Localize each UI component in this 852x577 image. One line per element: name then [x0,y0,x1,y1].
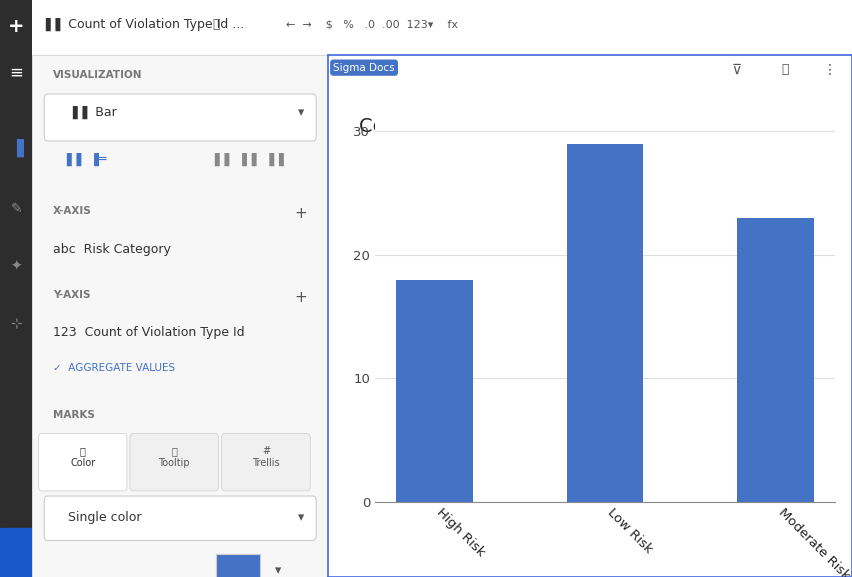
Text: ▐▐  ▐▐  ▐▐: ▐▐ ▐▐ ▐▐ [210,153,284,166]
FancyBboxPatch shape [130,433,219,491]
FancyBboxPatch shape [44,94,316,141]
Text: ✦: ✦ [10,260,22,273]
Text: ▾: ▾ [298,511,304,524]
Text: 123  Count of Violation Type Id: 123 Count of Violation Type Id [53,327,245,339]
Text: ▾: ▾ [298,106,304,119]
Bar [567,144,643,502]
Text: 🎨
Color: 🎨 Color [70,446,95,468]
Bar [216,553,260,577]
Text: +: + [295,206,308,221]
Bar [737,218,814,502]
Text: Sigma Docs: Sigma Docs [333,63,394,73]
Text: ▾: ▾ [275,564,281,577]
Text: MARKS: MARKS [53,410,95,420]
Text: Count of Violation Type Id by Risk Category: Count of Violation Type Id by Risk Categ… [360,118,781,137]
Bar [396,280,473,502]
Text: 💬
Tooltip: 💬 Tooltip [158,446,190,468]
Text: +: + [295,290,308,305]
Text: ⤢: ⤢ [781,63,789,76]
Text: ⊹: ⊹ [10,317,22,331]
FancyBboxPatch shape [222,433,310,491]
Text: ✓  AGGREGATE VALUES: ✓ AGGREGATE VALUES [53,363,176,373]
Text: ▐▐  ▐═: ▐▐ ▐═ [62,153,114,166]
Text: Single color: Single color [68,511,141,524]
Text: ▐: ▐ [9,138,23,157]
FancyBboxPatch shape [44,496,316,541]
Text: ≡: ≡ [9,63,23,81]
Text: ←  →    $   %   .0  .00  123▾    fx: ← → $ % .0 .00 123▾ fx [286,20,458,29]
Text: ⊽: ⊽ [732,63,742,77]
Text: ▐▐  Bar: ▐▐ Bar [68,106,117,119]
Bar [0,528,32,577]
Text: Y-AXIS: Y-AXIS [53,290,90,300]
Text: ✎: ✎ [10,202,22,216]
Text: X-AXIS: X-AXIS [53,206,92,216]
Text: #
Trellis: # Trellis [252,446,279,468]
Text: abc  Risk Category: abc Risk Category [53,243,171,256]
Text: +: + [8,17,25,36]
Text: ▐▐  Count of Violation Type Id ...: ▐▐ Count of Violation Type Id ... [41,18,244,31]
Text: VISUALIZATION: VISUALIZATION [53,70,142,80]
Text: ⋮: ⋮ [822,63,837,77]
FancyBboxPatch shape [38,433,127,491]
Text: 🔍: 🔍 [213,18,220,31]
